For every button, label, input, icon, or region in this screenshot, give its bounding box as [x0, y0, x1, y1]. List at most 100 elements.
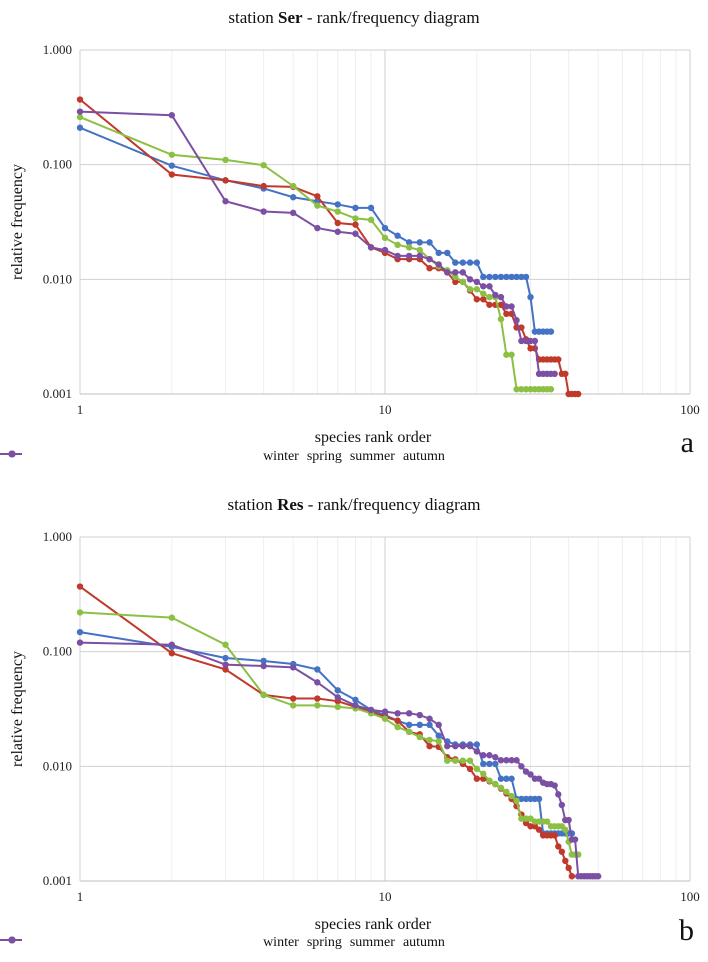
data-point-autumn [381, 246, 389, 254]
data-point-autumn [531, 337, 539, 345]
data-point-autumn [459, 742, 467, 750]
series-line-spring [79, 98, 579, 395]
data-point-autumn [426, 715, 433, 722]
chart-a-svg: 1 10 100 0.001 0.010 0.100 1.000 species rank o… [9, 42, 700, 446]
data-point-autumn [459, 269, 467, 276]
x-axis-label: species rank order [315, 916, 432, 933]
data-point-spring [565, 864, 572, 872]
data-point-winter [435, 732, 442, 739]
x-axis-label: species rank order [315, 429, 432, 446]
data-point-winter [497, 775, 505, 782]
data-point-autumn [435, 721, 442, 729]
data-point-autumn [492, 291, 499, 299]
data-point-autumn [334, 694, 341, 701]
data-point-winter [426, 721, 433, 729]
y-tick-label: 1.000 [43, 529, 72, 544]
data-point-summer [473, 765, 481, 773]
x-tick-label: 100 [680, 889, 700, 904]
data-point-summer [314, 202, 321, 209]
data-point-winter [76, 628, 84, 636]
data-point-summer [508, 351, 515, 358]
data-point-autumn [551, 370, 558, 378]
data-point-summer [522, 386, 530, 393]
data-point-spring [168, 649, 176, 657]
data-point-summer [444, 757, 451, 764]
data-point-spring [352, 221, 359, 228]
data-point-winter [289, 194, 297, 201]
data-point-summer [513, 797, 520, 805]
data-point-winter [426, 239, 433, 246]
legend-swatch [0, 936, 22, 944]
data-point-autumn [426, 255, 433, 263]
data-point-summer [381, 715, 389, 722]
legend-label: spring [306, 935, 342, 950]
data-point-summer [168, 614, 176, 621]
data-point-summer [222, 641, 229, 648]
data-point-winter [416, 721, 423, 729]
data-point-spring [555, 356, 562, 363]
data-point-autumn [416, 711, 423, 719]
data-point-spring [394, 717, 401, 724]
data-point-spring [260, 182, 267, 190]
data-point-summer [452, 273, 459, 281]
data-point-winter [416, 239, 423, 246]
data-point-winter [222, 654, 229, 662]
series-line-winter [79, 631, 572, 835]
data-point-summer [492, 780, 499, 788]
legend-swatch [0, 450, 22, 458]
data-point-spring [480, 296, 487, 303]
data-point-winter [367, 204, 375, 212]
data-point-winter [394, 232, 401, 239]
legend-item-summer: summer [0, 449, 395, 465]
legend-label: summer [349, 935, 395, 950]
data-point-autumn [314, 679, 321, 686]
data-point-summer [334, 208, 341, 215]
data-point-summer [480, 290, 487, 297]
data-point-autumn [352, 230, 359, 237]
series-autumn [76, 639, 602, 880]
data-point-summer [260, 691, 267, 699]
x-tick-label: 1 [77, 889, 84, 904]
data-point-autumn [466, 276, 474, 283]
data-point-winter [503, 775, 510, 782]
data-point-summer [76, 113, 84, 121]
data-point-autumn [508, 757, 515, 764]
data-point-winter [381, 224, 389, 232]
data-point-winter [405, 721, 413, 729]
data-point-winter [513, 273, 520, 281]
data-point-spring [426, 742, 433, 750]
data-point-summer [513, 386, 520, 393]
data-point-spring [562, 370, 569, 378]
data-point-autumn [551, 782, 558, 789]
data-point-winter [444, 249, 451, 257]
data-point-winter [527, 293, 534, 301]
legend-label: winter [263, 449, 299, 464]
data-point-winter [352, 696, 359, 704]
data-point-winter [492, 273, 499, 281]
data-point-spring [486, 301, 493, 308]
series-spring [76, 583, 576, 880]
data-point-winter [260, 657, 267, 665]
data-point-autumn [367, 706, 375, 714]
data-point-summer [459, 757, 467, 764]
y-tick-label: 0.100 [43, 644, 72, 659]
data-point-winter [503, 273, 510, 281]
data-point-winter [405, 239, 413, 246]
chart-panel-b: station Res - rank/frequency diagram 1 10… [0, 487, 708, 962]
data-point-autumn [352, 702, 359, 709]
data-point-summer [416, 246, 423, 254]
data-point-summer [518, 386, 525, 393]
data-point-spring [289, 695, 297, 702]
data-point-autumn [522, 337, 530, 345]
data-point-summer [289, 702, 297, 709]
data-point-winter [352, 204, 359, 212]
series-line-summer [79, 611, 579, 856]
data-point-autumn [367, 244, 375, 251]
data-point-summer [367, 216, 375, 224]
series-autumn [76, 108, 558, 378]
chart-title: station Ser - rank/frequency diagram [228, 8, 480, 27]
grid [79, 49, 691, 395]
chart-b-svg: 1 10 100 0.001 0.010 0.100 1.000 species rank o… [9, 529, 700, 933]
data-point-autumn [518, 763, 525, 770]
data-point-summer [452, 757, 459, 764]
